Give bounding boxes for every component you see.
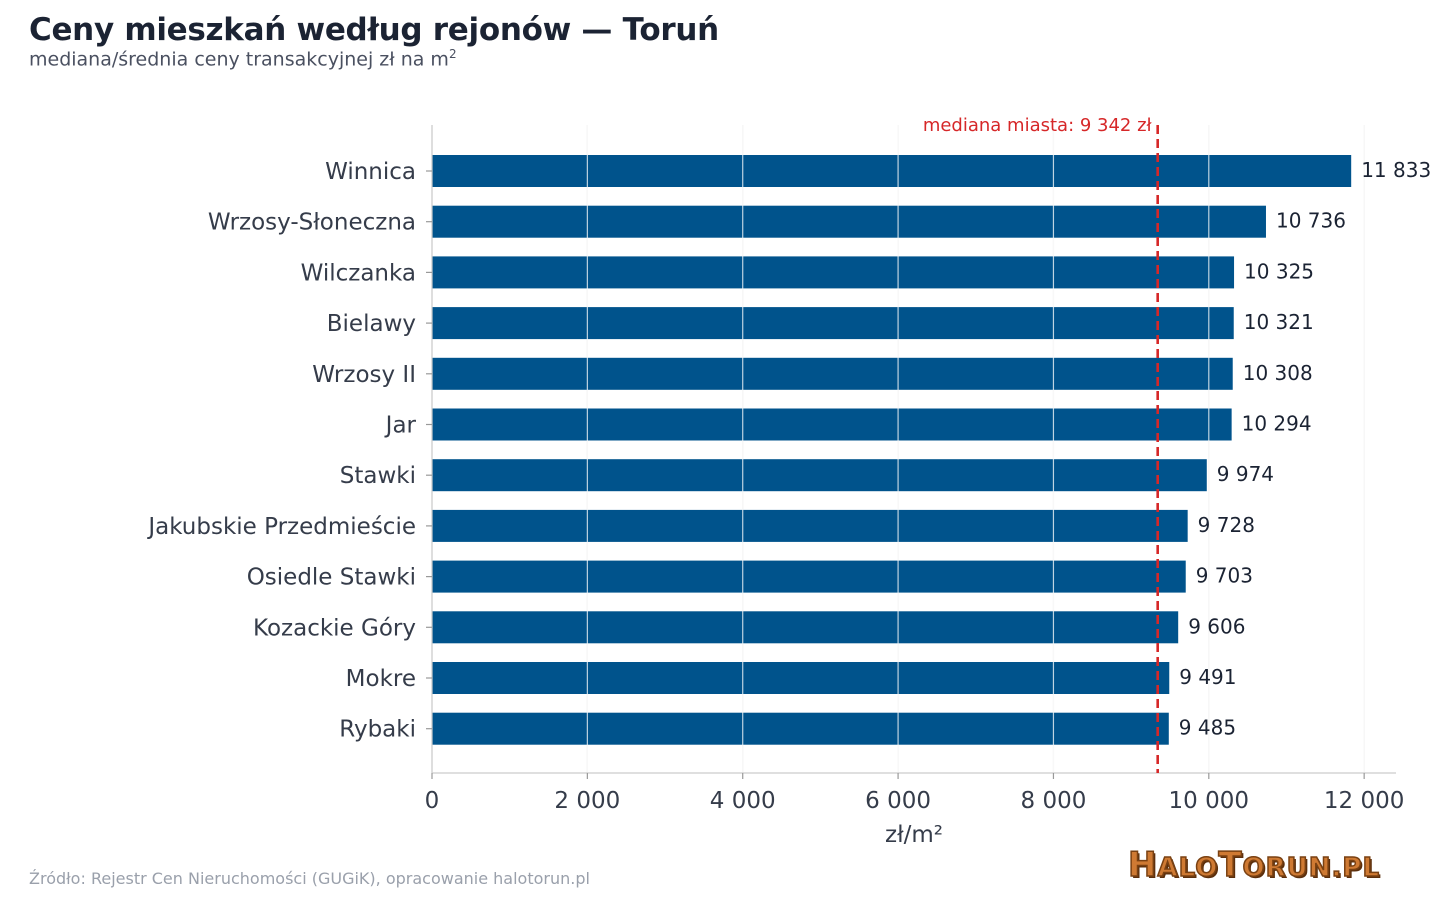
subtitle-superscript: 2 (448, 47, 457, 61)
value-label-0: 11 833 (1361, 158, 1431, 182)
bar-7 (432, 509, 1188, 542)
y-tick-label-3: Bielawy (327, 311, 416, 337)
chart-subtitle: mediana/średnia ceny transakcyjnej zł na… (29, 47, 457, 70)
subtitle-text: mediana/średnia ceny transakcyjnej zł na… (29, 48, 449, 71)
value-label-4: 10 308 (1243, 361, 1313, 385)
median-reference-label: mediana miasta: 9 342 zł (923, 115, 1153, 136)
x-tick-label-5: 10 000 (1169, 788, 1249, 814)
y-tick-label-5: Jar (384, 413, 417, 439)
y-tick-label-10: Mokre (346, 666, 416, 692)
bar-2 (432, 256, 1235, 289)
chart-title: Ceny mieszkań według rejonów — Toruń (29, 12, 719, 48)
y-tick-label-7: Jakubskie Przedmieście (146, 514, 416, 540)
y-tick-label-11: Rybaki (339, 717, 416, 743)
x-tick-label-2: 4 000 (710, 788, 776, 814)
y-tick-label-1: Wrzosy-Słoneczna (208, 210, 416, 236)
bar-5 (432, 408, 1232, 441)
bar-6 (432, 459, 1207, 492)
halotorun-logo: HALOTORUN.PL (1127, 844, 1381, 886)
bar-0 (432, 155, 1352, 187)
y-tick-label-6: Stawki (340, 463, 416, 489)
x-tick-label-4: 8 000 (1021, 788, 1087, 814)
source-note: Źródło: Rejestr Cen Nieruchomości (GUGiK… (29, 869, 590, 888)
value-label-1: 10 736 (1276, 209, 1346, 233)
bar-4 (432, 357, 1233, 390)
value-label-3: 10 321 (1244, 310, 1314, 334)
y-tick-label-8: Osiedle Stawki (247, 565, 416, 591)
bar-9 (432, 611, 1179, 644)
y-tick-label-9: Kozackie Góry (253, 615, 416, 641)
value-label-7: 9 728 (1198, 513, 1255, 537)
value-label-8: 9 703 (1196, 564, 1253, 588)
x-axis-title: zł/m² (885, 822, 943, 848)
value-label-6: 9 974 (1217, 462, 1274, 486)
bar-1 (432, 205, 1266, 238)
x-tick-label-1: 2 000 (554, 788, 620, 814)
value-label-9: 9 606 (1188, 614, 1245, 638)
x-tick-label-3: 6 000 (865, 788, 931, 814)
value-label-10: 9 491 (1179, 665, 1236, 689)
x-tick-label-6: 12 000 (1324, 788, 1404, 814)
y-tick-label-2: Wilczanka (301, 260, 416, 286)
bar-8 (432, 560, 1186, 593)
value-label-11: 9 485 (1179, 716, 1236, 740)
bar-3 (432, 307, 1234, 340)
y-tick-label-4: Wrzosy II (312, 362, 416, 388)
bar-11 (432, 712, 1169, 745)
x-tick-label-0: 0 (425, 788, 440, 814)
value-label-2: 10 325 (1244, 259, 1314, 283)
bar-10 (432, 662, 1170, 694)
y-tick-label-0: Winnica (325, 159, 416, 185)
value-label-5: 10 294 (1242, 412, 1312, 436)
